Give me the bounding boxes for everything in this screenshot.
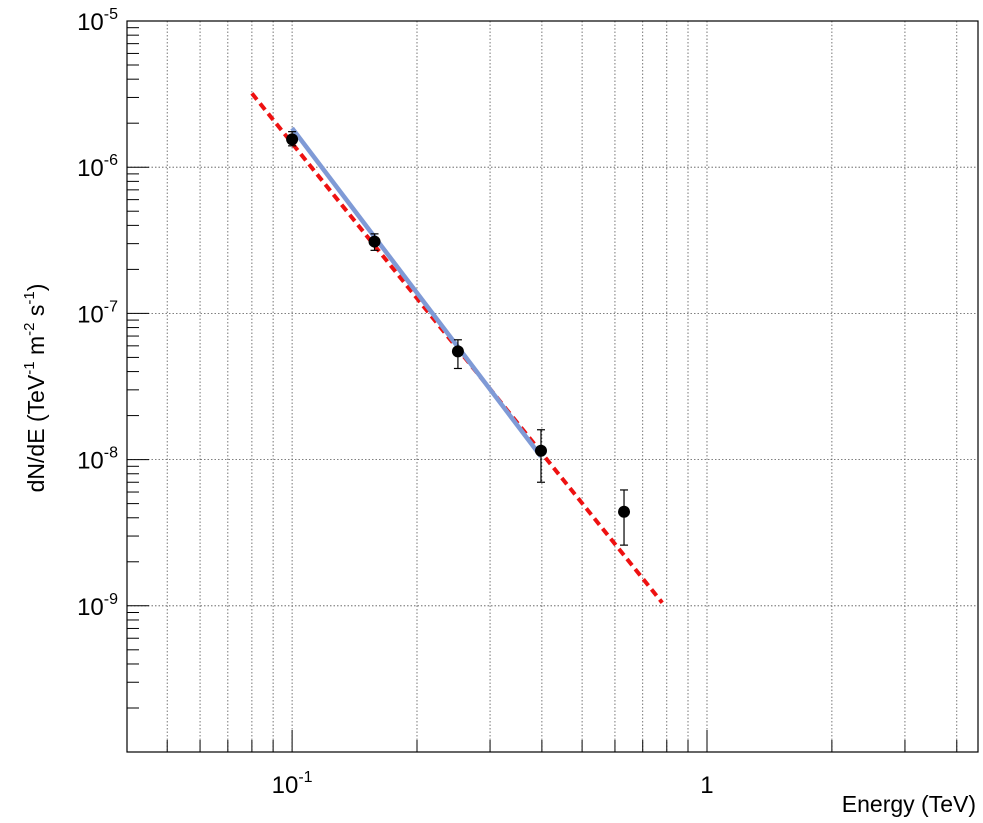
y-tick-label-base: 10 — [77, 448, 104, 475]
x-tick-label-base: 10 — [272, 772, 299, 799]
x-tick-label: 1 — [700, 772, 713, 799]
data-points — [286, 131, 631, 546]
y-tick-label-exponent: -6 — [104, 152, 118, 169]
y-axis-title-main: dN/dE (TeV — [23, 374, 49, 492]
y-tick-label-exponent: -8 — [104, 445, 118, 462]
y-axis-title-sup-2: -2 — [21, 323, 38, 336]
x-tick-label-base: 1 — [700, 772, 713, 799]
x-tick-label-exponent: -1 — [298, 769, 312, 786]
y-axis-title-sup-3: -1 — [21, 291, 38, 304]
y-tick-label-base: 10 — [77, 301, 104, 328]
y-axis-title-s: s — [23, 305, 49, 323]
y-tick-label: 10-8 — [77, 445, 118, 475]
y-tick-label: 10-6 — [77, 152, 118, 182]
y-axis-title: dN/dE (TeV-1 m-2 s-1) — [21, 284, 49, 493]
x-tick-labels: 10-1 1 — [272, 769, 714, 799]
x-tick-label: 10-1 — [272, 769, 313, 799]
data-point — [618, 505, 631, 518]
data-point — [451, 345, 464, 358]
y-axis-title-sup-1: -1 — [21, 361, 38, 374]
y-tick-label-exponent: -5 — [104, 6, 118, 23]
y-tick-label-exponent: -9 — [104, 591, 118, 608]
y-tick-label-base: 10 — [77, 155, 104, 182]
y-tick-labels: 10-510-610-710-810-9 — [77, 6, 118, 621]
x-axis-title: Energy (TeV) — [842, 791, 976, 817]
y-tick-label-base: 10 — [77, 9, 104, 36]
y-axis-title-m: m — [23, 336, 49, 362]
y-tick-label: 10-5 — [77, 6, 118, 36]
y-tick-label-base: 10 — [77, 594, 104, 621]
y-tick-label: 10-9 — [77, 591, 118, 621]
data-point — [368, 235, 381, 248]
y-tick-label: 10-7 — [77, 298, 118, 328]
data-point — [534, 444, 547, 457]
axis-ticks — [126, 20, 958, 753]
data-point — [286, 133, 299, 146]
y-axis-title-close: ) — [23, 284, 49, 292]
plot-frame — [126, 20, 979, 753]
fit-line-solid — [290, 126, 543, 458]
y-tick-label-exponent: -7 — [104, 298, 118, 315]
